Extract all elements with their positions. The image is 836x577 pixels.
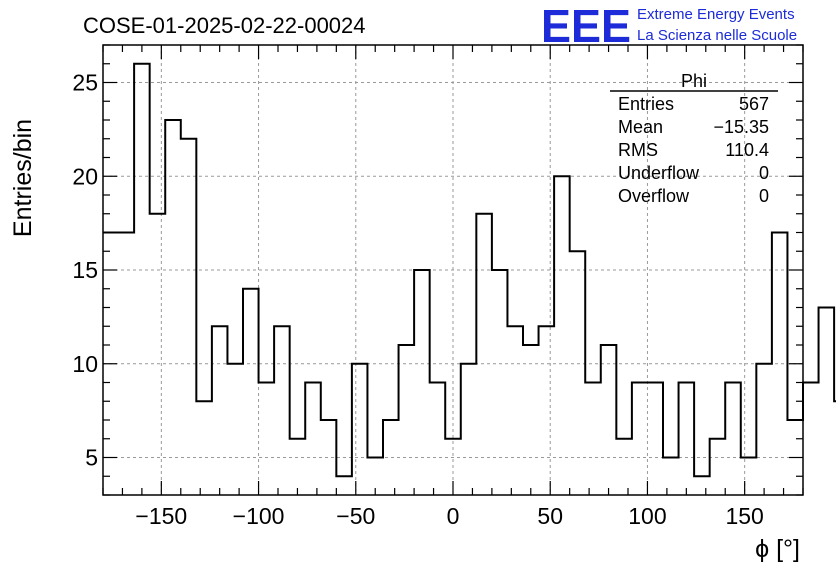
x-tick-label: 0 [447,503,460,529]
x-tick-label: 150 [725,503,763,529]
y-tick-label: 20 [72,163,98,189]
x-tick-label: −100 [233,503,285,529]
stats-value: 0 [759,186,769,206]
y-tick-label: 25 [72,70,98,96]
stats-label: Entries [618,94,674,114]
stats-value: 567 [739,94,769,114]
eee-logo: EEE [541,0,631,52]
x-tick-label: 50 [537,503,563,529]
y-tick-labels: 5 10 15 20 25 [72,70,98,471]
stats-value: 110.4 [725,140,769,160]
stats-title: Phi [681,71,707,91]
org-name-line1: Extreme Energy Events [637,6,795,23]
run-title: COSE-01-2025-02-22-00024 [83,13,366,38]
x-tick-label: 100 [628,503,666,529]
stats-rows: Entries 567 Mean −15.35 RMS 110.4 Underflow 0 Ov… [618,94,769,206]
stats-label: Underflow [618,163,700,183]
x-tick-label: −150 [135,503,187,529]
stats-value: −15.35 [713,117,769,137]
histogram-step-line [103,62,836,478]
stats-label: Mean [618,117,663,137]
y-tick-label: 10 [72,351,98,377]
stats-label: Overflow [618,186,690,206]
stats-value: 0 [759,163,769,183]
y-tick-label: 15 [72,257,98,283]
x-tick-labels: −150 −100 −50 0 50 100 150 [135,503,763,529]
grid-lines [103,45,803,495]
stats-label: RMS [618,140,658,160]
x-axis-title: ϕ [°] [755,535,800,563]
axis-ticks [102,44,804,496]
y-axis-title: Entries/bin [9,119,37,237]
stats-box: Phi Entries 567 Mean −15.35 RMS 110.4 Underflo… [610,71,778,206]
x-tick-label: −50 [336,503,375,529]
y-tick-label: 5 [85,445,98,471]
org-name-line2: La Scienza nelle Scuole [637,27,797,44]
